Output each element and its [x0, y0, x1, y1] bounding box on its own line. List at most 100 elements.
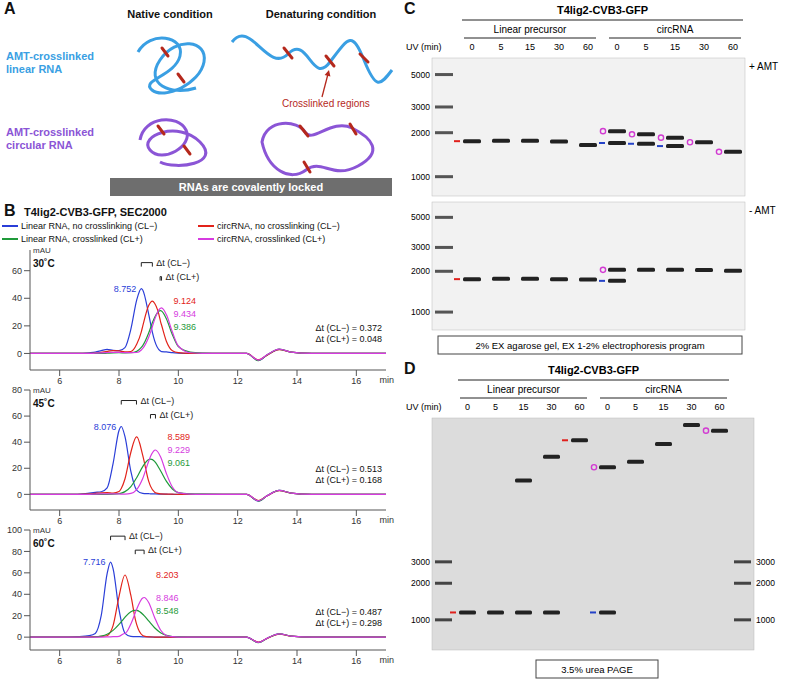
svg-text:5: 5 [493, 402, 498, 412]
svg-text:Linear precursor: Linear precursor [487, 384, 560, 395]
svg-text:3000: 3000 [411, 102, 430, 112]
svg-text:14: 14 [292, 376, 302, 386]
html-text:A: A [4, 0, 16, 17]
svg-text:1000: 1000 [411, 615, 430, 625]
svg-text:Linear precursor: Linear precursor [494, 24, 567, 35]
svg-text:Δt (CL−): Δt (CL−) [156, 258, 190, 268]
svg-text:0: 0 [614, 42, 619, 52]
svg-text:circRNA: circRNA [657, 24, 694, 35]
svg-text:0: 0 [469, 42, 474, 52]
svg-text:0: 0 [17, 490, 22, 500]
svg-text:8.846: 8.846 [156, 593, 179, 603]
svg-text:2000: 2000 [411, 128, 430, 138]
svg-text:Δt (CL−): Δt (CL−) [140, 396, 174, 406]
svg-text:40: 40 [12, 293, 22, 303]
svg-text:16: 16 [351, 516, 361, 526]
svg-text:circRNA: circRNA [645, 384, 682, 395]
svg-text:0: 0 [17, 632, 22, 642]
svg-text:60: 60 [714, 402, 724, 412]
svg-text:8.076: 8.076 [94, 422, 117, 432]
svg-text:8.589: 8.589 [167, 432, 190, 442]
svg-text:2000: 2000 [756, 578, 775, 588]
svg-text:15: 15 [518, 402, 528, 412]
svg-text:1000: 1000 [411, 307, 430, 317]
svg-text:3000: 3000 [411, 242, 430, 252]
svg-text:16: 16 [351, 376, 361, 386]
svg-text:40: 40 [12, 589, 22, 599]
svg-text:9.386: 9.386 [174, 322, 197, 332]
svg-text:10: 10 [173, 516, 183, 526]
svg-text:T4lig2-CVB3-GFP: T4lig2-CVB3-GFP [557, 4, 648, 16]
svg-text:2% EX agarose gel, EX 1-2% ele: 2% EX agarose gel, EX 1-2% electrophores… [475, 340, 704, 351]
svg-text:3000: 3000 [756, 557, 775, 567]
svg-text:3000: 3000 [411, 557, 430, 567]
svg-text:20: 20 [12, 321, 22, 331]
svg-text:60: 60 [12, 568, 22, 578]
svg-text:1000: 1000 [756, 615, 775, 625]
svg-text:5: 5 [633, 402, 638, 412]
svg-text:UV (min): UV (min) [406, 402, 442, 412]
svg-text:9.229: 9.229 [167, 445, 190, 455]
svg-text:14: 14 [292, 656, 302, 666]
svg-text:80: 80 [12, 547, 22, 557]
svg-text:T4lig2-CVB3-GFP: T4lig2-CVB3-GFP [548, 364, 639, 376]
svg-text:8.752: 8.752 [114, 284, 137, 294]
svg-text:16: 16 [351, 656, 361, 666]
svg-text:Δt (CL+): Δt (CL+) [159, 410, 193, 420]
svg-text:8: 8 [116, 516, 121, 526]
svg-text:60: 60 [12, 411, 22, 421]
svg-text:Δt (CL−): Δt (CL−) [129, 531, 163, 541]
svg-text:60: 60 [12, 266, 22, 276]
svg-text:2000: 2000 [411, 578, 430, 588]
svg-text:5: 5 [498, 42, 503, 52]
svg-text:30: 30 [686, 402, 696, 412]
svg-text:0: 0 [17, 349, 22, 359]
svg-text:5000: 5000 [411, 212, 430, 222]
svg-text:20: 20 [12, 463, 22, 473]
svg-text:15: 15 [525, 42, 535, 52]
svg-text:9.434: 9.434 [174, 309, 197, 319]
svg-text:14: 14 [292, 516, 302, 526]
svg-text:3.5% urea PAGE: 3.5% urea PAGE [561, 664, 633, 675]
svg-text:UV (min): UV (min) [406, 42, 442, 52]
svg-text:10: 10 [173, 376, 183, 386]
svg-text:6: 6 [57, 516, 62, 526]
svg-text:60: 60 [574, 402, 584, 412]
svg-text:80: 80 [12, 386, 22, 395]
svg-text:10: 10 [173, 656, 183, 666]
svg-text:60: 60 [583, 42, 593, 52]
svg-text:20: 20 [12, 611, 22, 621]
svg-text:30: 30 [546, 402, 556, 412]
svg-text:0: 0 [605, 402, 610, 412]
svg-text:9.061: 9.061 [167, 458, 190, 468]
svg-text:7.716: 7.716 [83, 557, 106, 567]
svg-text:Δt (CL+): Δt (CL+) [166, 272, 200, 282]
html-text:AMT-crosslinked circular RNA: AMT-crosslinked circular RNA [6, 126, 94, 151]
svg-text:30: 30 [699, 42, 709, 52]
svg-text:- AMT: - AMT [749, 205, 776, 216]
svg-text:5000: 5000 [411, 70, 430, 80]
svg-text:1000: 1000 [411, 172, 430, 182]
svg-text:8: 8 [116, 376, 121, 386]
svg-text:0: 0 [465, 402, 470, 412]
svg-text:30: 30 [554, 42, 564, 52]
svg-text:15: 15 [658, 402, 668, 412]
svg-text:8: 8 [116, 656, 121, 666]
svg-text:6: 6 [57, 376, 62, 386]
svg-text:12: 12 [233, 376, 243, 386]
svg-text:+ AMT: + AMT [749, 61, 778, 72]
svg-text:6: 6 [57, 656, 62, 666]
svg-text:8.203: 8.203 [156, 570, 179, 580]
svg-text:Δt (CL+): Δt (CL+) [148, 545, 182, 555]
svg-text:8.548: 8.548 [156, 606, 179, 616]
svg-text:12: 12 [233, 656, 243, 666]
svg-text:60: 60 [728, 42, 738, 52]
svg-text:2000: 2000 [411, 266, 430, 276]
svg-text:5: 5 [643, 42, 648, 52]
html-text:AMT-crosslinked linear RNA: AMT-crosslinked linear RNA [6, 50, 94, 75]
svg-text:9.124: 9.124 [174, 296, 197, 306]
svg-text:100: 100 [7, 526, 22, 535]
svg-text:40: 40 [12, 437, 22, 447]
svg-text:12: 12 [233, 516, 243, 526]
svg-text:15: 15 [670, 42, 680, 52]
